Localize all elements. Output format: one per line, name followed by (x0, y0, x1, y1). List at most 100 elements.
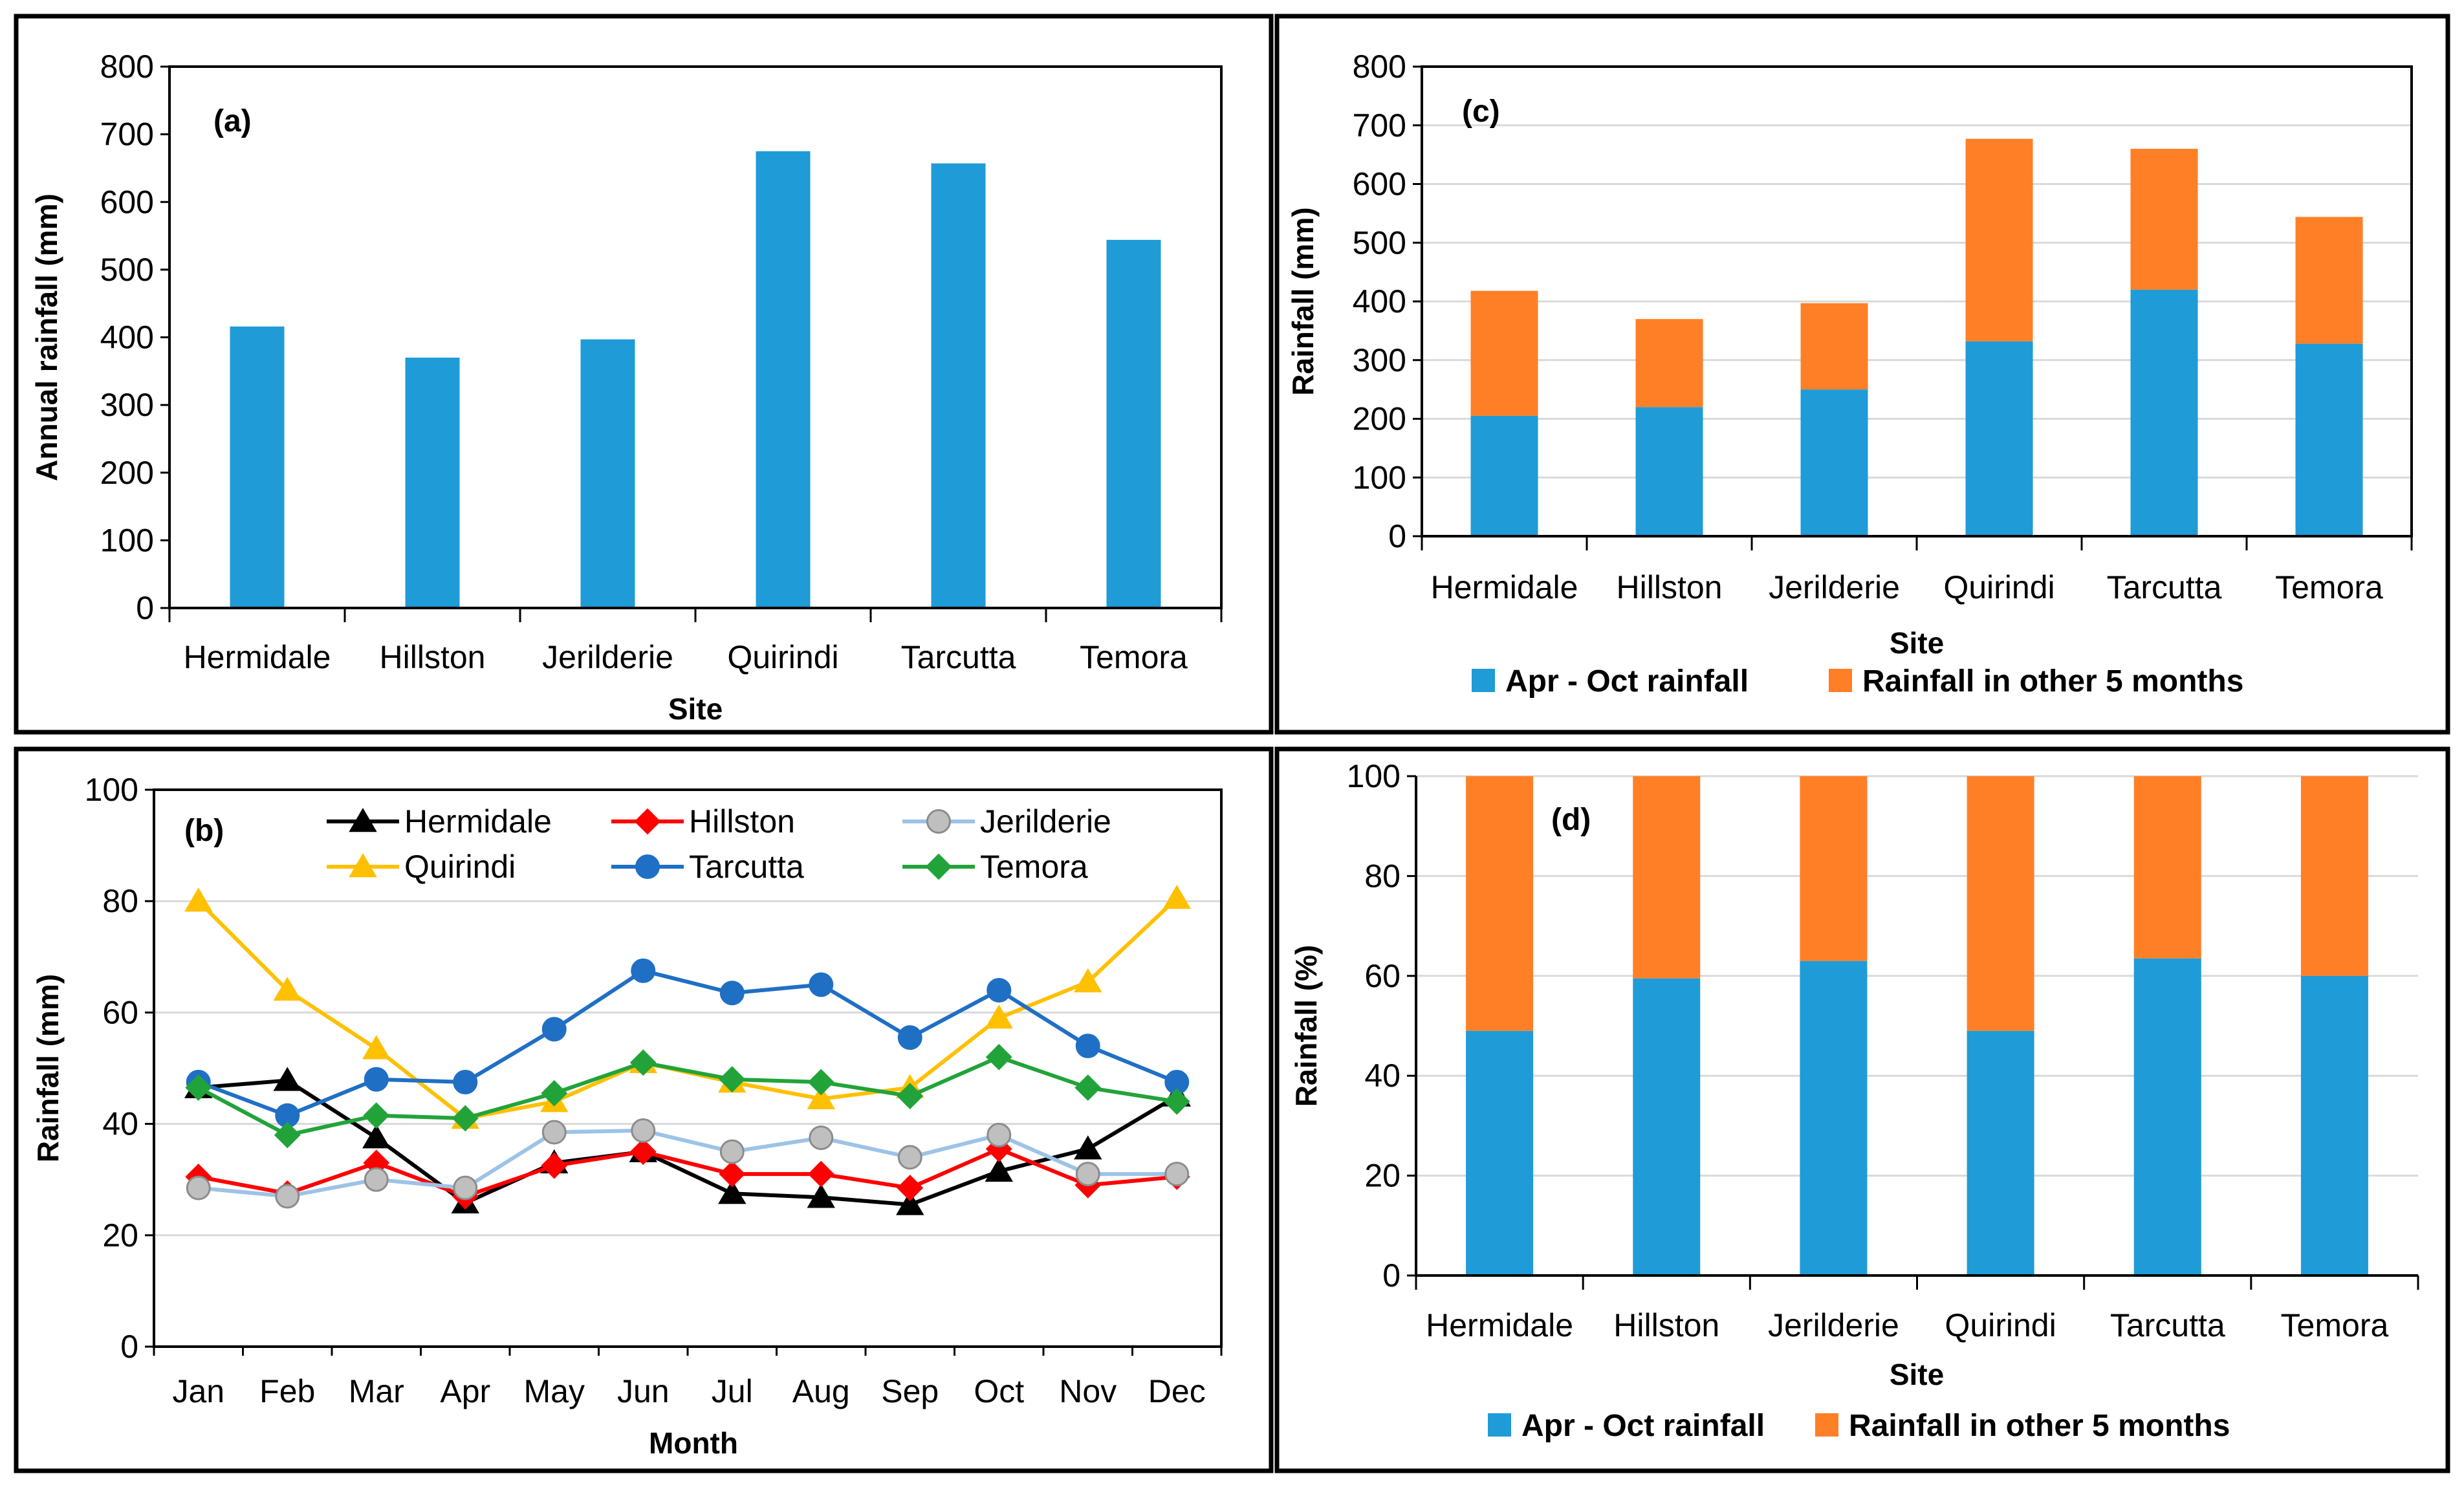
data-point (1075, 1034, 1100, 1059)
legend: Hermidale Hillston Jerilderie Quirindi Tarcu… (327, 803, 1111, 885)
legend-label: Rainfall in other 5 months (1862, 664, 2243, 699)
y-tick-label: 200 (1353, 401, 1406, 437)
legend-label: Quirindi (404, 849, 516, 885)
data-point (1074, 968, 1102, 993)
x-tick-label: Temora (2281, 1307, 2389, 1343)
x-tick-label: Jan (172, 1373, 224, 1409)
y-tick-label: 60 (102, 994, 138, 1030)
y-tick-label: 0 (120, 1329, 138, 1365)
bar-segment-apr-oct-tarcutta (2133, 958, 2201, 1275)
y-tick-label: 600 (100, 184, 154, 220)
bar-segment-apr-oct-temora (2295, 343, 2363, 536)
series-line-hermidale (198, 1078, 1178, 1207)
data-point (807, 1069, 834, 1096)
bar-segment-apr-oct-hermidale (1466, 1030, 1534, 1275)
data-point (809, 1125, 834, 1151)
x-tick-label: Temora (1080, 639, 1188, 675)
data-point (631, 958, 656, 983)
x-tick-label: Hermidale (184, 639, 331, 675)
y-axis-title: Rainfall (mm) (31, 974, 65, 1162)
y-tick-label: 800 (1353, 49, 1406, 85)
x-tick-label: Tarcutta (2110, 1307, 2225, 1343)
data-point (273, 1067, 301, 1091)
series-line-jerilderie (198, 1128, 1177, 1199)
bar-temora (1106, 239, 1161, 609)
x-tick-label: Quirindi (727, 639, 838, 675)
y-axis-title: Rainfall (%) (1289, 945, 1323, 1107)
legend-marker (349, 808, 377, 832)
y-tick-label: 100 (1347, 758, 1401, 794)
panel-frame-a (14, 14, 1274, 735)
bar-segment-apr-oct-hillston (1633, 978, 1701, 1275)
panel-label: (b) (184, 814, 224, 848)
bar-segment-other-hermidale (1466, 776, 1534, 1031)
data-point (897, 1145, 922, 1170)
data-point (185, 1074, 212, 1102)
data-point (363, 1102, 390, 1129)
bar-segment-other-tarcutta (2133, 776, 2201, 959)
x-tick-label: Hillston (1617, 569, 1723, 605)
data-point (985, 1157, 1013, 1182)
data-point (719, 1066, 746, 1093)
chart-c: 0 100 200 300 400 500 600 700 800 Hermidale Hillst… (1286, 49, 2413, 699)
x-tick-label: Nov (1059, 1373, 1117, 1409)
x-tick-label: Hillston (380, 639, 486, 675)
x-tick-label: Apr (440, 1373, 490, 1409)
y-axis-title: Rainfall (mm) (1286, 207, 1320, 395)
data-point (1164, 1162, 1190, 1187)
data-point (453, 1070, 478, 1095)
series-tarcutta (186, 958, 1190, 1128)
x-tick-label: Tarcutta (901, 639, 1016, 675)
panel-label: (c) (1462, 94, 1500, 129)
x-tick-label: Temora (2275, 569, 2383, 605)
legend-label: Apr - Oct rainfall (1505, 664, 1749, 699)
data-point (184, 887, 213, 912)
y-tick-label: 600 (1353, 166, 1406, 202)
x-tick-label: Hermidale (1431, 569, 1578, 605)
series-line-tarcutta (197, 968, 1178, 1118)
bar-quirindi (756, 151, 811, 608)
x-tick-label: Jerilderie (1769, 569, 1900, 605)
y-tick-label: 0 (1382, 1257, 1401, 1294)
x-tick-label: Aug (792, 1373, 850, 1409)
y-tick-label: 100 (1353, 459, 1406, 495)
legend-label: Hermidale (404, 803, 552, 840)
legend: Apr - Oct rainfall Rainfall in other 5 mo… (1488, 1409, 2230, 1443)
data-point (718, 1180, 747, 1204)
y-tick-label: 100 (85, 772, 138, 808)
bar-segment-apr-oct-tarcutta (2130, 289, 2198, 536)
panel-frame-b (14, 746, 1274, 1473)
data-point (629, 1138, 657, 1166)
x-tick-label: Sep (881, 1373, 939, 1409)
y-tick-label: 60 (1364, 958, 1401, 994)
bar-segment-other-tarcutta (2130, 149, 2198, 290)
data-point (453, 1175, 478, 1200)
legend-label: Jerilderie (980, 803, 1111, 840)
y-tick-label: 20 (102, 1217, 138, 1254)
data-point (719, 1160, 746, 1188)
data-point (719, 981, 745, 1006)
data-point (987, 1122, 1012, 1147)
series-jerilderie (186, 1118, 1190, 1209)
data-point (541, 1017, 567, 1042)
y-tick-label: 300 (1353, 342, 1406, 378)
y-tick-label: 700 (1353, 107, 1406, 144)
data-point (1162, 884, 1191, 909)
chart-b: 0 20 40 60 80 100 Jan Feb Mar Apr May Jun Jul Aug Sep O… (31, 772, 1223, 1460)
x-tick-label: Jerilderie (542, 639, 673, 675)
bar-segment-other-hillston (1635, 319, 1703, 407)
x-tick-label: Hillston (1613, 1307, 1719, 1343)
bar-segment-apr-oct-hillston (1635, 407, 1703, 536)
bar-tarcutta (931, 163, 986, 608)
bar-hermidale (230, 326, 285, 608)
data-point (629, 1049, 657, 1076)
data-point (896, 1191, 924, 1215)
legend: Apr - Oct rainfall Rainfall in other 5 mo… (1472, 664, 2243, 699)
y-tick-label: 800 (100, 49, 154, 85)
data-point (541, 1080, 568, 1107)
bar-segment-apr-oct-temora (2300, 975, 2368, 1275)
bar-hillston (405, 357, 460, 608)
data-point (274, 1122, 301, 1149)
data-point (1075, 1162, 1100, 1187)
